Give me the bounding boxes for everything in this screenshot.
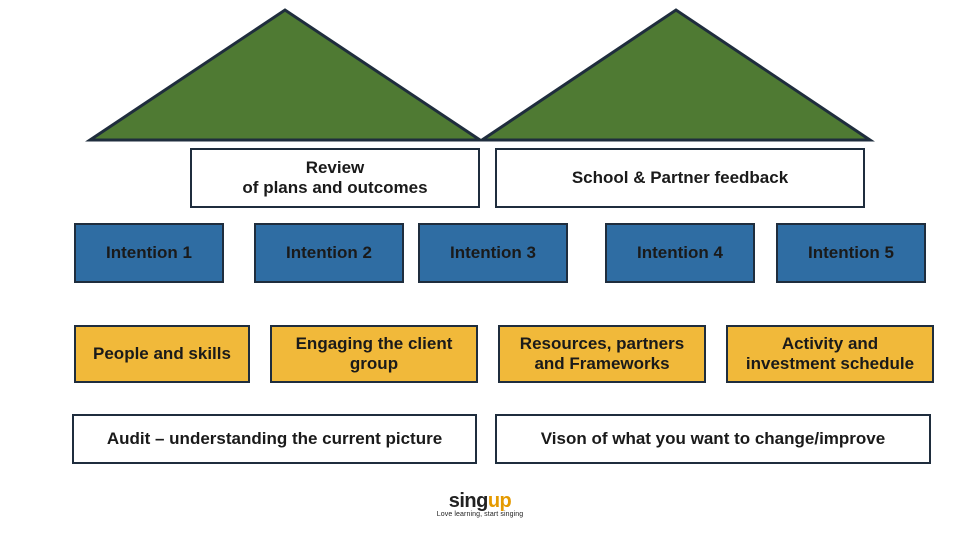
people-skills-label: People and skills — [93, 344, 231, 364]
roof — [0, 0, 960, 170]
logo-tagline: Love learning, start singing — [430, 511, 530, 518]
intention-3-box: Intention 3 — [418, 223, 568, 283]
engaging-client-label: Engaging the client group — [280, 334, 468, 375]
resources-partners-label: Resources, partners and Frameworks — [508, 334, 696, 375]
singup-logo: singup Love learning, start singing — [430, 490, 530, 518]
logo-brand-left: sing — [449, 490, 488, 512]
review-box: Reviewof plans and outcomes — [190, 148, 480, 208]
intention-5-box: Intention 5 — [776, 223, 926, 283]
logo-brand-right: up — [488, 490, 511, 512]
audit-box: Audit – understanding the current pictur… — [72, 414, 477, 464]
intention-4-label: Intention 4 — [637, 243, 723, 263]
intention-4-box: Intention 4 — [605, 223, 755, 283]
activity-investment-label: Activity and investment schedule — [736, 334, 924, 375]
intention-1-label: Intention 1 — [106, 243, 192, 263]
resources-partners-box: Resources, partners and Frameworks — [498, 325, 706, 383]
intention-2-label: Intention 2 — [286, 243, 372, 263]
people-skills-box: People and skills — [74, 325, 250, 383]
school-feedback-box: School & Partner feedback — [495, 148, 865, 208]
intention-5-label: Intention 5 — [808, 243, 894, 263]
review-label: Reviewof plans and outcomes — [242, 158, 427, 199]
intention-3-label: Intention 3 — [450, 243, 536, 263]
audit-label: Audit – understanding the current pictur… — [107, 429, 442, 449]
activity-investment-box: Activity and investment schedule — [726, 325, 934, 383]
roof-left-triangle — [90, 10, 480, 140]
vision-label: Vison of what you want to change/improve — [541, 429, 885, 449]
intention-2-box: Intention 2 — [254, 223, 404, 283]
intention-1-box: Intention 1 — [74, 223, 224, 283]
school-feedback-label: School & Partner feedback — [572, 168, 788, 188]
roof-right-triangle — [482, 10, 870, 140]
vision-box: Vison of what you want to change/improve — [495, 414, 931, 464]
engaging-client-box: Engaging the client group — [270, 325, 478, 383]
logo-brand: singup — [430, 490, 530, 513]
